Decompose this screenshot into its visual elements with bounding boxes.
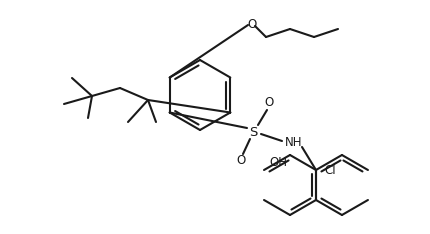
Text: Cl: Cl	[324, 164, 336, 176]
Text: O: O	[237, 154, 246, 168]
Text: OH: OH	[269, 156, 287, 168]
Text: NH: NH	[285, 136, 303, 150]
Text: O: O	[247, 18, 257, 32]
Text: O: O	[264, 96, 273, 110]
Text: S: S	[249, 125, 257, 139]
